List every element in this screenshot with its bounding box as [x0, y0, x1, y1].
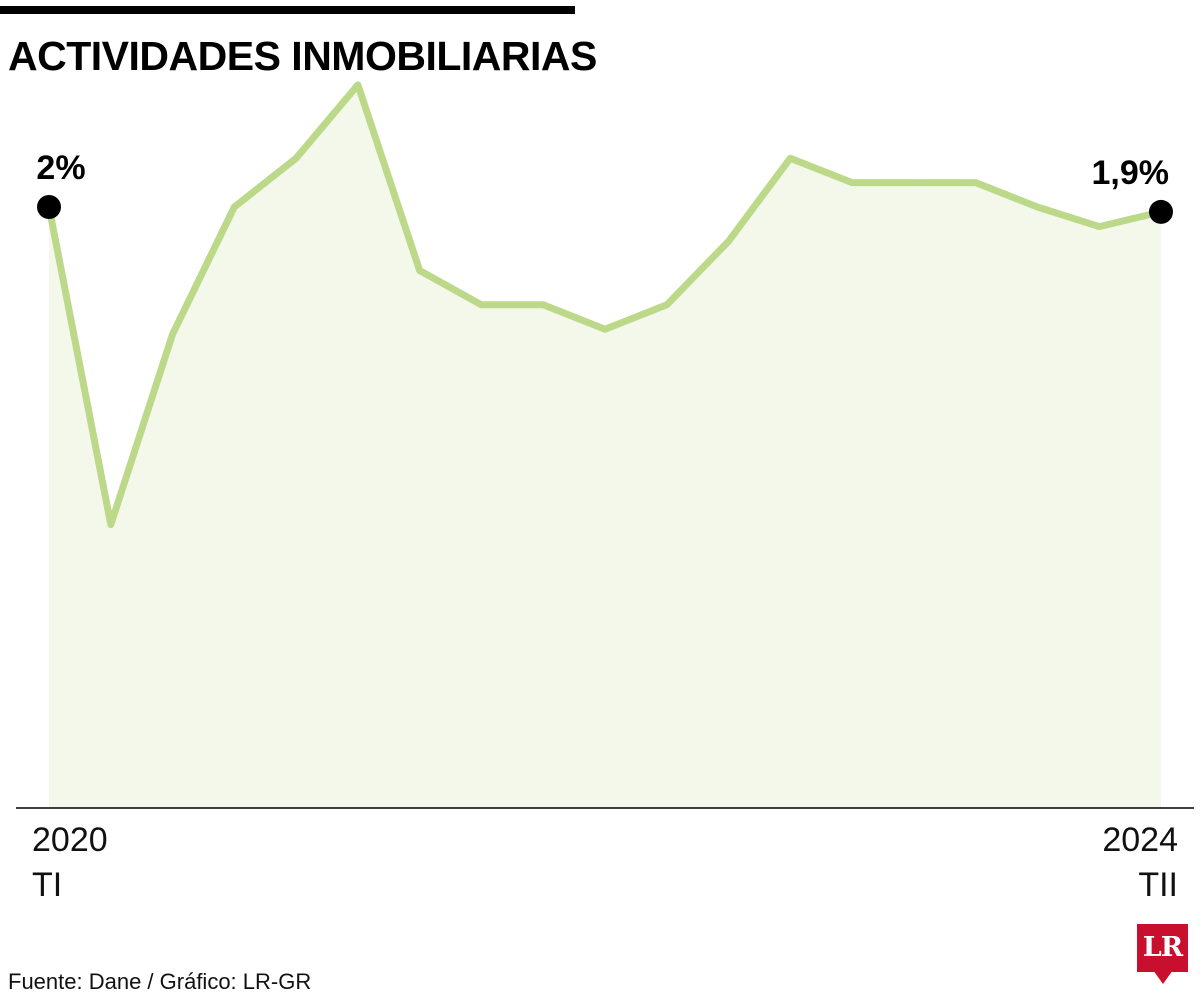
- data-point-5: [354, 81, 361, 88]
- data-point-8: [540, 301, 547, 308]
- x-tick-start-quarter: TI: [32, 866, 63, 904]
- data-point-11: [725, 238, 732, 245]
- data-point-16: [1034, 204, 1041, 210]
- area-fill: [49, 84, 1161, 808]
- x-tick-end-quarter: TII: [1138, 866, 1178, 904]
- endpoint-marker-0: [37, 195, 61, 219]
- endpoint-label-1: 1,9%: [1092, 154, 1170, 192]
- lr-logo-mark: LR: [1137, 924, 1188, 972]
- data-point-15: [972, 179, 979, 186]
- lr-logo-tail: [1153, 970, 1173, 984]
- x-tick-start-year: 2020: [32, 821, 108, 859]
- data-point-2: [169, 331, 176, 338]
- data-point-13: [849, 179, 856, 186]
- data-point-4: [293, 155, 300, 162]
- data-point-1: [107, 521, 114, 528]
- data-point-6: [416, 267, 423, 274]
- data-point-10: [663, 301, 670, 308]
- data-point-3: [231, 204, 238, 210]
- chart-title: ACTIVIDADES INMOBILIARIAS: [8, 33, 597, 79]
- data-point-17: [1096, 223, 1103, 230]
- data-point-14: [910, 179, 917, 186]
- lr-logo: LR: [1137, 924, 1188, 984]
- data-point-9: [602, 326, 608, 333]
- x-tick-end-year: 2024: [1102, 821, 1178, 859]
- top-rule: [0, 6, 575, 14]
- data-point-12: [787, 155, 794, 162]
- data-point-7: [478, 301, 485, 308]
- source-credit: Fuente: Dane / Gráfico: LR-GR: [8, 969, 312, 994]
- endpoint-label-0: 2%: [36, 149, 85, 187]
- endpoint-marker-1: [1149, 199, 1173, 224]
